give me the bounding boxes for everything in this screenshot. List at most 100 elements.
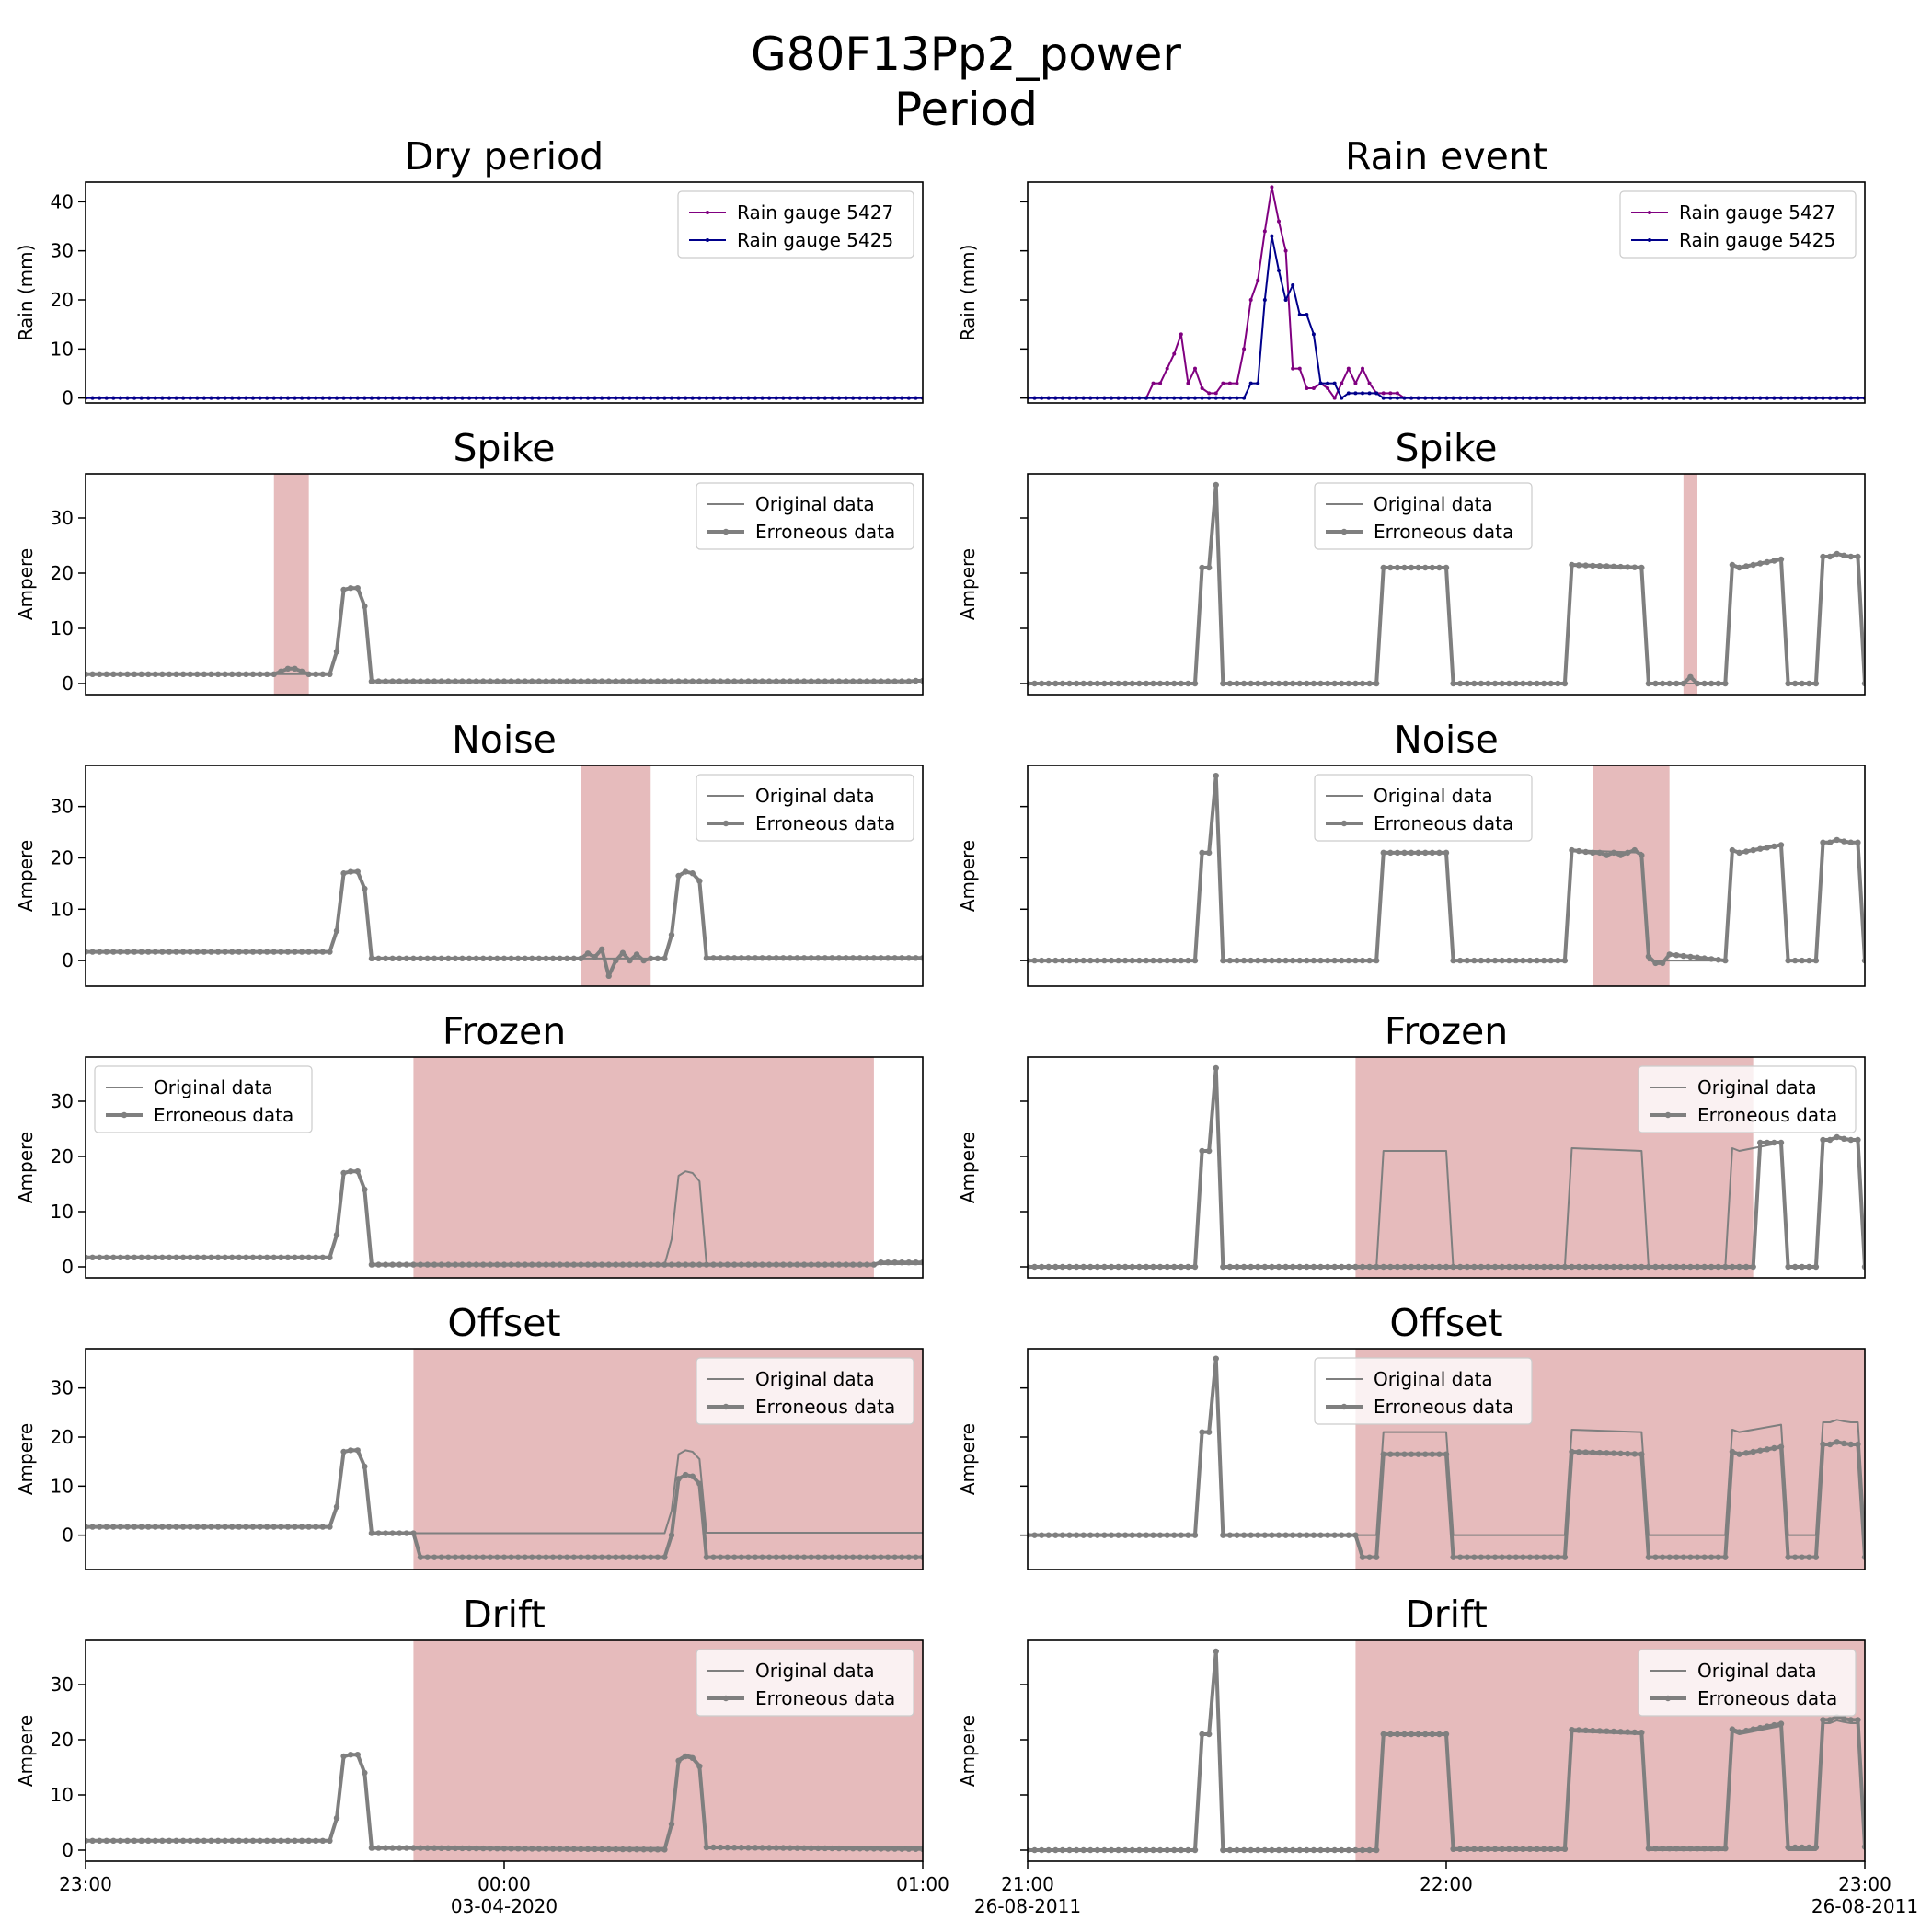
data-point: [1826, 553, 1834, 560]
data-point: [619, 949, 627, 956]
data-point: [1624, 1450, 1631, 1457]
legend-label: Erroneous data: [755, 521, 895, 543]
data-point: [1073, 1263, 1080, 1271]
data-point: [417, 1554, 424, 1560]
legend-label: Original data: [755, 493, 875, 515]
data-point: [765, 678, 773, 684]
data-point: [179, 949, 187, 955]
data-point: [1687, 1554, 1694, 1560]
data-point: [1786, 396, 1790, 400]
data-point: [765, 1554, 773, 1560]
data-point: [710, 1554, 717, 1560]
data-point: [1136, 1263, 1143, 1271]
data-point: [1485, 1554, 1491, 1560]
data-point: [1226, 1846, 1234, 1854]
data-point: [1582, 1449, 1589, 1455]
y-tick-label: 30: [51, 1090, 74, 1112]
data-point: [522, 678, 528, 684]
data-point: [878, 955, 884, 961]
data-point: [431, 1261, 438, 1268]
data-point: [1540, 1846, 1547, 1853]
data-point: [800, 955, 808, 961]
data-point: [1340, 381, 1344, 385]
data-point: [375, 1530, 382, 1536]
data-point: [305, 949, 312, 955]
data-point: [181, 396, 186, 400]
data-point: [1750, 1726, 1756, 1732]
data-point: [473, 1261, 479, 1268]
data-point: [284, 1254, 292, 1261]
plot-area: [1028, 481, 1865, 687]
data-point: [675, 678, 682, 684]
data-point: [131, 1254, 138, 1261]
data-point: [208, 1254, 214, 1261]
data-point: [1361, 366, 1364, 371]
data-point: [614, 396, 618, 400]
data-point: [1575, 1263, 1582, 1271]
data-point: [1596, 849, 1604, 857]
data-point: [466, 1845, 473, 1852]
data-point: [1136, 1532, 1143, 1538]
data-point: [179, 1254, 187, 1261]
data-point: [1626, 396, 1630, 400]
data-point: [1367, 381, 1372, 385]
data-point: [1038, 1846, 1045, 1854]
data-point: [1291, 366, 1295, 371]
data-point: [689, 1473, 696, 1479]
data-point: [494, 955, 500, 962]
y-axis-label: Rain (mm): [15, 245, 37, 341]
data-point: [494, 1261, 500, 1268]
data-point: [661, 1846, 668, 1853]
data-point: [1277, 269, 1281, 272]
data-point: [849, 955, 857, 961]
data-point: [1345, 957, 1352, 964]
data-point: [500, 678, 508, 684]
series-line-original: [86, 870, 923, 960]
data-point: [333, 1503, 340, 1510]
data-point: [1031, 1532, 1038, 1538]
data-point: [1158, 396, 1163, 400]
data-point: [1624, 564, 1631, 570]
data-point: [620, 396, 625, 400]
data-point: [1205, 849, 1213, 857]
data-point: [558, 396, 562, 400]
data-point: [265, 396, 270, 400]
data-point: [1512, 680, 1520, 687]
data-point: [173, 1524, 179, 1530]
data-point: [446, 396, 451, 400]
data-point: [1464, 1554, 1470, 1560]
data-point: [752, 1261, 759, 1268]
data-point: [1639, 1730, 1645, 1736]
data-point: [724, 678, 730, 684]
data-point: [1520, 1263, 1526, 1271]
data-point: [1269, 957, 1275, 964]
data-point: [222, 671, 228, 677]
data-point: [1059, 1846, 1066, 1854]
data-point: [179, 671, 187, 677]
data-point: [1331, 957, 1338, 964]
anomaly-region-rain-noise: [1593, 765, 1670, 986]
data-point: [1666, 1554, 1673, 1560]
data-point: [1283, 248, 1288, 253]
data-point: [417, 955, 424, 962]
data-point: [1115, 1846, 1121, 1854]
data-point: [1806, 957, 1812, 964]
data-point: [1101, 680, 1108, 687]
data-point: [1471, 957, 1478, 964]
data-point: [424, 1261, 431, 1268]
data-point: [403, 1845, 410, 1851]
data-point: [1799, 680, 1805, 687]
data-point: [1143, 957, 1150, 964]
data-point: [711, 396, 716, 400]
y-tick-label: 30: [51, 796, 74, 818]
data-point: [1639, 1263, 1645, 1271]
data-point: [640, 1261, 647, 1268]
data-point: [864, 1846, 870, 1852]
data-point: [1317, 680, 1324, 687]
data-point: [1310, 1846, 1317, 1854]
data-point: [1220, 1532, 1226, 1538]
data-point: [1311, 386, 1316, 390]
